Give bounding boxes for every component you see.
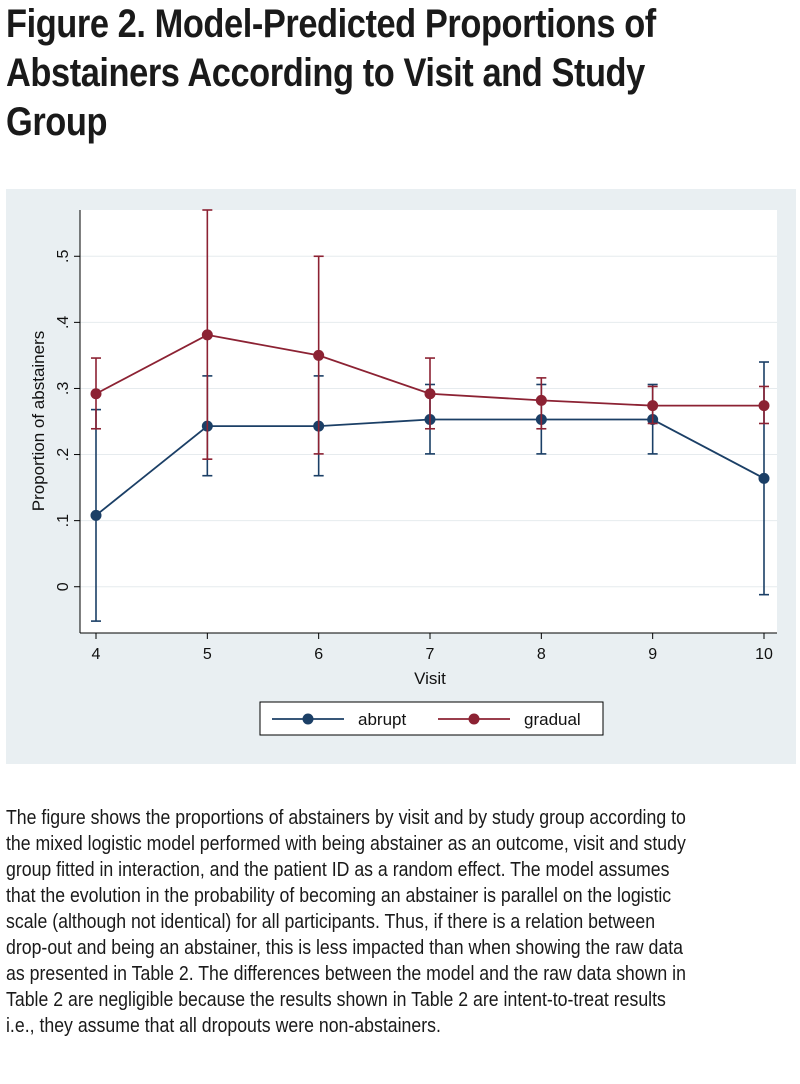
y-tick-label: .2	[55, 448, 72, 461]
x-axis-title: Visit	[414, 669, 446, 688]
data-point	[758, 472, 770, 484]
legend: abrupt gradual	[259, 701, 604, 736]
y-tick-label: .4	[55, 316, 72, 329]
legend-marker-abrupt	[302, 713, 314, 725]
data-point	[313, 349, 325, 361]
x-tick-label: 10	[755, 646, 773, 663]
x-tick-label: 8	[537, 646, 546, 663]
data-point	[424, 388, 436, 400]
caption-line: Table 2 are negligible because the resul…	[6, 989, 666, 1011]
caption-line: as presented in Table 2. The differences…	[6, 963, 686, 985]
caption-line: The figure shows the proportions of abst…	[6, 807, 686, 829]
x-tick-label: 9	[648, 646, 657, 663]
legend-label-abrupt: abrupt	[358, 710, 406, 729]
data-point	[647, 400, 659, 412]
figure-title-line: Abstainers According to Visit and Study	[6, 51, 645, 95]
data-point	[90, 388, 102, 400]
caption-line: scale (although not identical) for all p…	[6, 911, 656, 933]
x-tick-label: 6	[314, 646, 323, 663]
data-point	[201, 329, 213, 341]
caption-line: i.e., they assume that all dropouts were…	[6, 1015, 441, 1037]
data-point	[758, 400, 770, 412]
figure-caption: The figure shows the proportions of abst…	[6, 805, 714, 1039]
figure-title: Figure 2. Model-Predicted Proportions of…	[6, 0, 685, 147]
series-gradual	[90, 209, 770, 460]
y-tick-label: .3	[55, 382, 72, 395]
caption-line: group fitted in interaction, and the pat…	[6, 859, 670, 881]
data-point	[535, 394, 547, 406]
legend-label-gradual: gradual	[524, 710, 581, 729]
x-tick-label: 4	[92, 646, 101, 663]
y-tick-label: .5	[55, 249, 72, 262]
caption-line: that the evolution in the probability of…	[6, 885, 672, 907]
line-chart: 0 .1 .2 .3 .4 .5 4 5 6 7 8 9 10 Visit Proportion of…	[29, 209, 777, 736]
y-tick-label: 0	[55, 582, 72, 591]
legend-marker-gradual	[468, 713, 480, 725]
x-tick-label: 7	[426, 646, 435, 663]
chart-panel: 0 .1 .2 .3 .4 .5 4 5 6 7 8 9 10 Visit Proportion of…	[6, 189, 796, 764]
figure-title-line: Figure 2. Model-Predicted Proportions of	[6, 2, 656, 46]
caption-line: the mixed logistic model performed with …	[6, 833, 686, 855]
y-tick-label: .1	[55, 514, 72, 527]
y-axis-title: Proportion of abstainers	[29, 331, 48, 512]
figure-title-line: Group	[6, 100, 108, 144]
caption-line: drop-out and being an abstainer, this is…	[6, 937, 683, 959]
data-point	[90, 509, 102, 521]
x-tick-label: 5	[203, 646, 212, 663]
